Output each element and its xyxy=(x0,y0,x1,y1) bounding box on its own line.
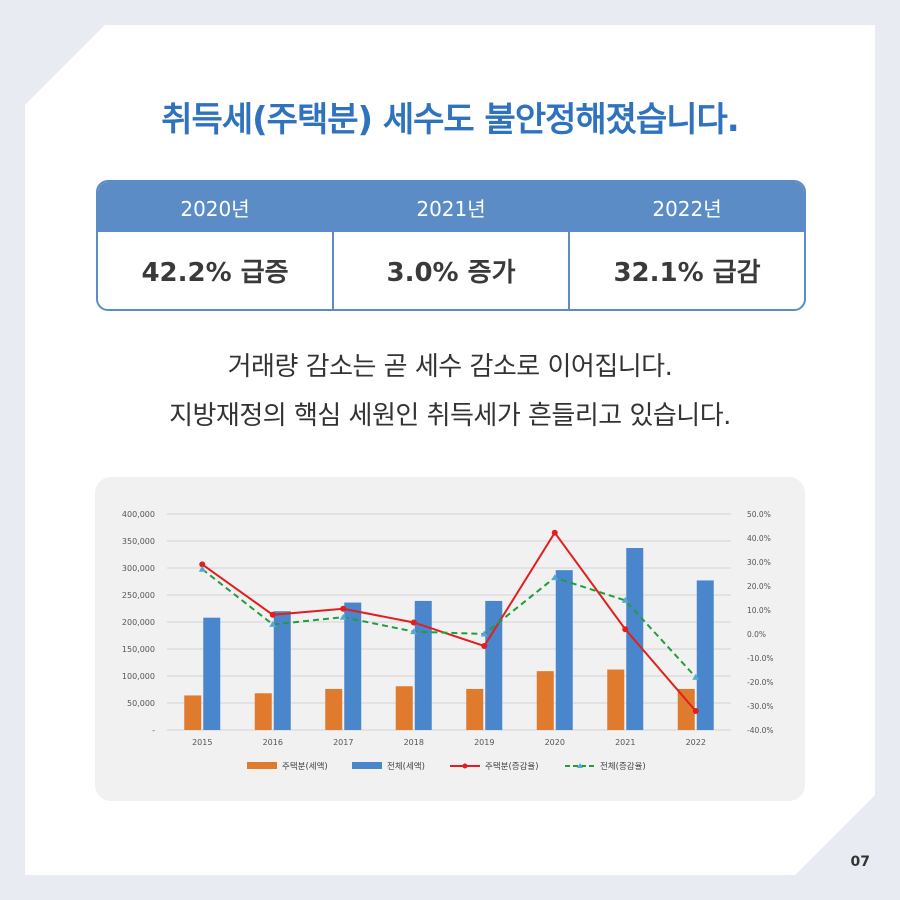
chart-panel: - 50,000 100,000 150,000 200,000 250,000 300,0… xyxy=(95,477,805,801)
bar xyxy=(536,671,554,730)
legend-label: 주택분(세액) xyxy=(282,761,328,772)
bar xyxy=(555,570,573,730)
line-point xyxy=(198,565,206,572)
line-point xyxy=(410,619,417,626)
y-right-tick-label: 10.0% xyxy=(747,606,771,615)
legend-label: 전체(증감율) xyxy=(600,761,646,772)
bar xyxy=(414,600,432,730)
x-tick-label: 2022 xyxy=(686,738,706,747)
series-line xyxy=(201,568,697,678)
legend-label: 전체(세액) xyxy=(387,761,425,772)
bar xyxy=(677,688,695,730)
y-left-tick-label: 300,000 xyxy=(122,564,155,573)
bar xyxy=(184,695,202,730)
y-left-tick-label: 150,000 xyxy=(122,645,155,654)
x-tick-label: 2016 xyxy=(263,738,283,747)
line-point xyxy=(339,613,347,620)
line-point xyxy=(622,626,629,633)
subtitle-line-1: 거래량 감소는 곧 세수 감소로 이어집니다. xyxy=(227,352,673,382)
stat-value: 3.0% 증가 xyxy=(386,258,516,288)
bar xyxy=(395,686,413,730)
bar xyxy=(607,669,625,730)
series-line xyxy=(201,530,697,712)
y-left-tick-label: 200,000 xyxy=(122,618,155,627)
y-right-tick-label: 30.0% xyxy=(747,558,771,567)
y-right-tick-label: 0.0% xyxy=(747,630,766,639)
line-point xyxy=(480,630,488,637)
x-tick-label: 2015 xyxy=(192,738,212,747)
stat-column-2021: 2021년 3.0% 증가 xyxy=(334,182,570,309)
line-point xyxy=(481,643,488,649)
line-point xyxy=(551,529,558,536)
bar xyxy=(466,688,484,730)
y-right-tick-label: -40.0% xyxy=(747,726,774,735)
stat-column-2022: 2022년 32.1% 급감 xyxy=(570,182,804,309)
stat-column-2020: 2020년 42.2% 급증 xyxy=(98,182,334,309)
legend-label: 주택분(증감율) xyxy=(485,761,539,772)
x-tick-label: 2021 xyxy=(615,738,635,747)
page-title: 취득세(주택분) 세수도 불안정해졌습니다. xyxy=(161,100,739,140)
bar xyxy=(696,580,714,730)
y-left-tick-label: 100,000 xyxy=(122,672,155,681)
bar xyxy=(254,693,272,730)
line-point xyxy=(269,620,277,627)
stats-table: 2020년 42.2% 급증 2021년 3.0% 증가 2022년 32.1%… xyxy=(96,180,806,311)
y-left-tick-label: - xyxy=(152,726,155,735)
legend-swatch xyxy=(247,762,277,769)
x-tick-label: 2019 xyxy=(474,738,494,747)
stat-year: 2021년 xyxy=(334,182,568,232)
line-point xyxy=(199,561,206,568)
combo-chart: - 50,000 100,000 150,000 200,000 250,000 300,0… xyxy=(122,510,774,772)
bar xyxy=(485,600,503,730)
y-left-tick-label: 250,000 xyxy=(122,591,155,600)
subtitle-line-2: 지방재정의 핵심 세원인 취득세가 흔들리고 있습니다. xyxy=(169,401,731,431)
x-tick-label: 2017 xyxy=(333,738,353,747)
bar xyxy=(273,611,291,730)
y-right-tick-label: -10.0% xyxy=(747,654,774,663)
y-left-tick-label: 350,000 xyxy=(122,537,155,546)
line-point xyxy=(692,708,699,715)
y-left-tick-label: 400,000 xyxy=(122,510,155,519)
stat-value: 42.2% 급증 xyxy=(141,258,289,288)
y-left-tick-label: 50,000 xyxy=(127,699,155,708)
page-number: 07 xyxy=(850,854,870,870)
line-point xyxy=(692,673,700,680)
stat-value: 32.1% 급감 xyxy=(613,258,761,288)
y-right-tick-label: -30.0% xyxy=(747,702,774,711)
x-tick-label: 2020 xyxy=(545,738,565,747)
legend-marker xyxy=(462,763,468,769)
legend-marker xyxy=(577,763,583,768)
y-right-tick-label: -20.0% xyxy=(747,678,774,687)
line-point xyxy=(410,628,418,635)
line-point xyxy=(340,605,347,612)
bar xyxy=(203,617,221,730)
x-tick-label: 2018 xyxy=(404,738,424,747)
stat-year: 2022년 xyxy=(570,182,804,232)
bar xyxy=(325,688,343,730)
y-right-tick-label: 50.0% xyxy=(747,510,771,519)
y-right-tick-label: 20.0% xyxy=(747,582,771,591)
legend-swatch xyxy=(352,762,382,769)
stat-year: 2020년 xyxy=(98,182,332,232)
line-point xyxy=(551,574,559,581)
line-point xyxy=(269,611,276,618)
bar xyxy=(344,602,362,730)
y-right-tick-label: 40.0% xyxy=(747,534,771,543)
line-point xyxy=(621,596,629,603)
